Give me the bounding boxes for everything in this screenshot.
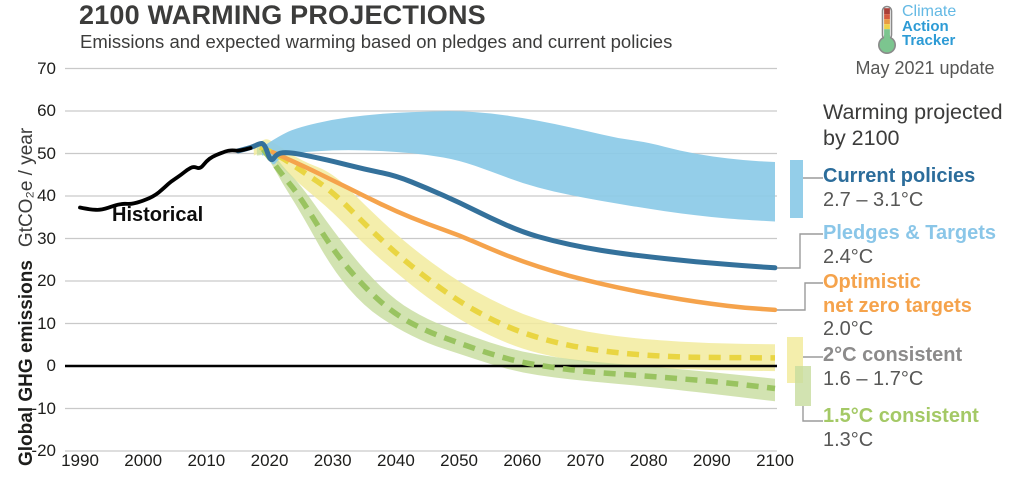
legend-item-value: 2.7 – 3.1°C <box>823 189 924 211</box>
x-tick: 2000 <box>124 451 163 470</box>
y-tick: -10 <box>31 398 56 418</box>
thermometer-icon <box>878 5 896 54</box>
legend-heading-line1: Warming projected <box>823 100 1003 124</box>
legend-swatch-0 <box>790 160 803 218</box>
y-tick: 10 <box>37 313 56 333</box>
x-tick: 2080 <box>629 451 668 470</box>
y-tick: 40 <box>37 186 56 205</box>
legend-item-value: 1.3°C <box>823 429 874 451</box>
line-2 <box>270 149 778 313</box>
line-3 <box>259 144 776 361</box>
x-tick: 2100 <box>756 451 794 470</box>
line-0 <box>78 146 253 212</box>
legend-heading-line2: by 2100 <box>823 126 900 150</box>
legend-item-label: 2°C consistent <box>823 344 963 366</box>
y-tick: 0 <box>46 356 56 375</box>
line-4 <box>260 147 776 392</box>
update-note: May 2021 update <box>855 58 995 78</box>
legend-item-label: Optimistic <box>823 271 921 293</box>
legend-item-value: 2.4°C <box>823 246 874 268</box>
y-tick: 60 <box>37 101 56 120</box>
y-tick: -20 <box>31 441 56 460</box>
x-tick: 2030 <box>313 451 352 470</box>
logo-word-tracker: Tracker <box>902 32 956 49</box>
legend-connector-2 <box>777 282 823 311</box>
x-tick: 2020 <box>250 451 289 470</box>
x-tick: 2050 <box>440 451 478 470</box>
x-tick: 1990 <box>61 451 99 470</box>
historical-annotation: Historical <box>112 204 204 226</box>
y-tick: 20 <box>37 271 56 290</box>
legend-heading: Warming projected by 2100 <box>823 99 1003 151</box>
logo-word-action: Action <box>902 17 949 35</box>
x-tick: 2010 <box>187 451 226 470</box>
x-tick: 2090 <box>692 451 731 470</box>
legend-connector-1 <box>777 233 823 269</box>
legend-item-label: Pledges & Targets <box>823 222 997 244</box>
band-2 <box>262 111 775 222</box>
x-tick: 2040 <box>376 451 415 470</box>
y-tick: 30 <box>37 228 56 248</box>
climate-action-tracker-logo: Climate Action Tracker <box>876 3 957 55</box>
legend-item-label2: net zero targets <box>823 295 972 317</box>
legend-connector-4 <box>802 406 823 422</box>
legend-item-label: 1.5°C consistent <box>823 405 979 427</box>
page-subtitle: Emissions and expected warming based on … <box>80 31 673 52</box>
x-tick: 2070 <box>566 451 605 470</box>
y-tick: 70 <box>37 58 56 78</box>
line-1 <box>235 141 778 271</box>
band-0 <box>253 139 776 372</box>
page-title: 2100 WARMING PROJECTIONS <box>79 0 486 30</box>
legend-item-value: 2.0°C <box>823 318 874 340</box>
y-tick: 50 <box>37 143 56 163</box>
legend-item-label: Current policies <box>823 165 976 187</box>
band-1 <box>256 145 775 402</box>
logo-word-climate: Climate <box>902 3 957 20</box>
x-tick: 2060 <box>503 451 542 470</box>
legend-swatch-2 <box>795 366 811 406</box>
legend-item-value: 1.6 – 1.7°C <box>823 368 924 390</box>
